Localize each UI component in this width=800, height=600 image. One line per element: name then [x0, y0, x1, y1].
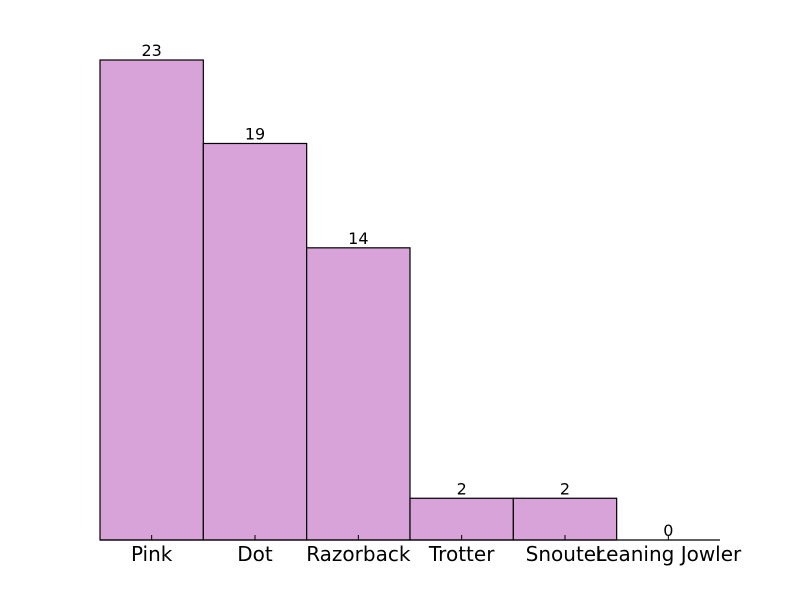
bar-trotter [409, 497, 514, 541]
x-tick-label-razorback: Razorback [306, 542, 411, 566]
x-tick-label-snouter: Snouter [526, 542, 605, 566]
x-tick-label-leaning-jowler: Leaning Jowler [595, 542, 742, 566]
bars-layer [99, 59, 618, 541]
x-tick-label-dot: Dot [237, 542, 273, 566]
data-label-trotter: 2 [457, 479, 467, 498]
data-label-snouter: 2 [560, 479, 570, 498]
data-label-pink: 23 [141, 41, 161, 60]
bar-dot [202, 142, 308, 541]
data-label-razorback: 14 [348, 229, 368, 248]
bar-pink [99, 59, 204, 541]
x-tick-label-pink: Pink [131, 542, 173, 566]
data-label-leaning-jowler: 0 [663, 521, 673, 540]
x-tick-label-trotter: Trotter [428, 542, 495, 566]
bar-snouter [512, 497, 618, 541]
bar-razorback [306, 247, 411, 541]
data-label-dot: 19 [245, 124, 265, 143]
data-labels-layer: 23 19 14 2 2 0 [141, 41, 673, 540]
